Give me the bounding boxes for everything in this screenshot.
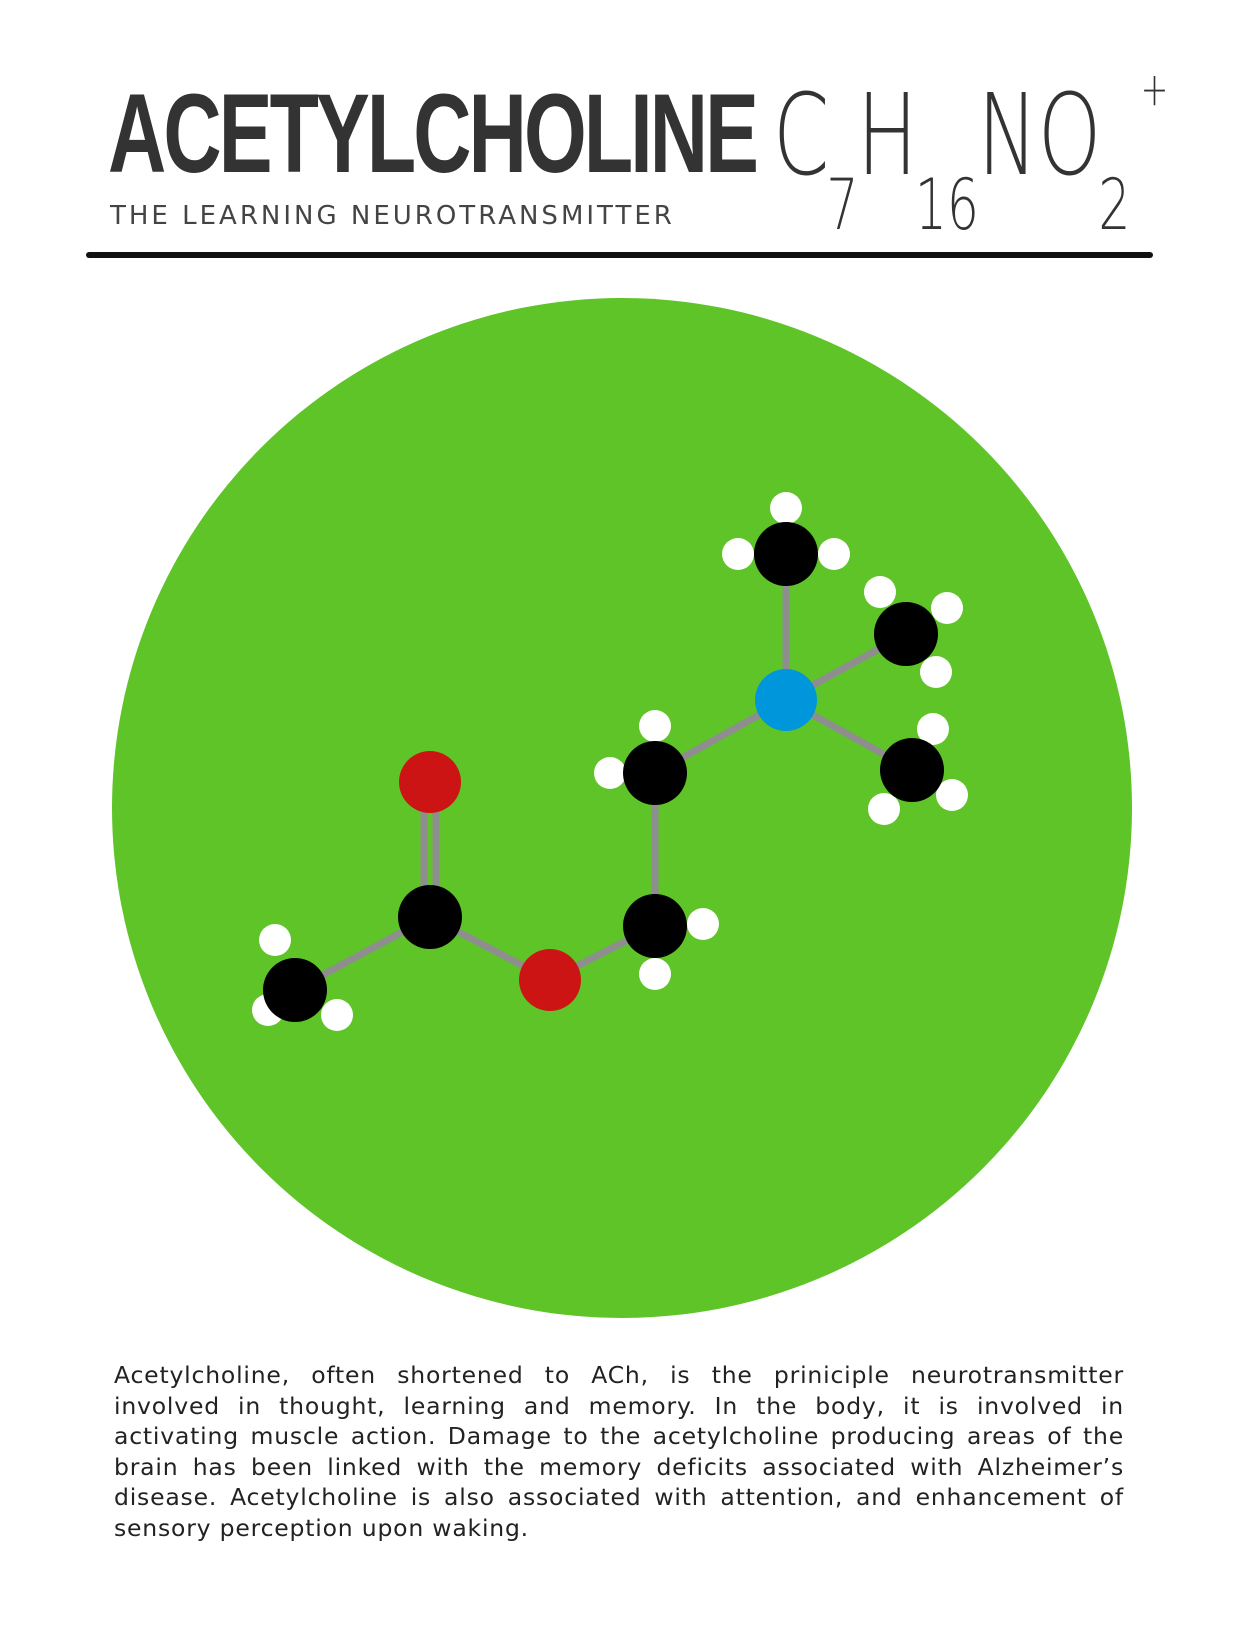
formula-element-nitrogen: N: [977, 71, 1038, 201]
page-subtitle: THE LEARNING NEUROTRANSMITTER: [110, 201, 675, 231]
carbon-atom-c2: [623, 741, 687, 805]
formula-count-oxygen: 2: [1098, 164, 1131, 246]
chemical-formula: C7H16NO2+: [773, 66, 1168, 240]
hydrogen-atom-12: [920, 656, 952, 688]
carbon-atom-c1: [623, 894, 687, 958]
hydrogen-atom-7: [770, 492, 802, 524]
carbon-atom-m2: [874, 602, 938, 666]
nitrogen-atom-n: [755, 669, 817, 731]
hydrogen-atom-10: [864, 576, 896, 608]
carbon-atom-m3: [880, 738, 944, 802]
oxygen-atom-oDb: [399, 751, 461, 813]
molecule-icon: [112, 298, 1132, 1318]
carbon-atom-m1: [754, 522, 818, 586]
hydrogen-atom-4: [639, 710, 671, 742]
hydrogen-atom-11: [931, 592, 963, 624]
background-circle: [112, 298, 1132, 1318]
formula-count-carbon: 7: [826, 164, 859, 246]
hydrogen-atom-6: [639, 958, 671, 990]
molecule-diagram: [0, 270, 1244, 1350]
hydrogen-atom-3: [594, 757, 626, 789]
carbon-atom-cCarb: [398, 885, 462, 949]
hydrogen-atom-2: [321, 999, 353, 1031]
hydrogen-atom-15: [868, 793, 900, 825]
hydrogen-atom-13: [917, 713, 949, 745]
hydrogen-atom-0: [259, 924, 291, 956]
header-divider: [86, 252, 1153, 258]
atoms: [252, 492, 968, 1031]
formula-element-hydrogen: H: [857, 71, 918, 201]
description-paragraph: Acetylcholine, often shortened to ACh, i…: [114, 1361, 1124, 1542]
page-title: ACETYLCHOLINE: [108, 71, 759, 196]
hydrogen-atom-5: [687, 908, 719, 940]
hydrogen-atom-8: [722, 538, 754, 570]
hydrogen-atom-9: [818, 538, 850, 570]
hydrogen-atom-14: [936, 779, 968, 811]
formula-element-carbon: C: [773, 71, 830, 201]
formula-charge: +: [1140, 62, 1169, 116]
formula-element-oxygen: O: [1037, 71, 1102, 201]
header: ACETYLCHOLINE THE LEARNING NEUROTRANSMIT…: [0, 0, 1244, 270]
carbon-atom-cMe: [263, 958, 327, 1022]
oxygen-atom-o1: [519, 949, 581, 1011]
formula-count-hydrogen: 16: [914, 164, 979, 246]
